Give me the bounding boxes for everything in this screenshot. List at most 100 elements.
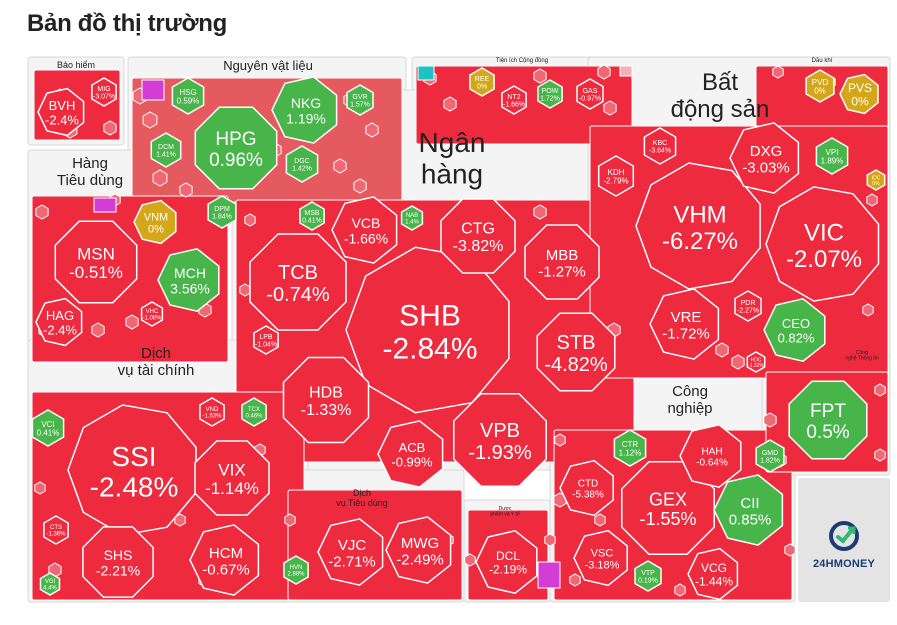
stock-change: 1.57%	[350, 102, 370, 109]
stock-change: -1.72%	[662, 325, 710, 342]
filler-bubble	[464, 553, 476, 567]
stock-ticker: VNM	[144, 211, 168, 223]
sector-label-consumer: Tiêu dùng	[57, 172, 123, 189]
stock-shape	[253, 325, 279, 355]
ceiling-tile	[537, 561, 561, 589]
stock-cell-vsc[interactable]: VSC-3.18%	[573, 529, 628, 587]
stock-ticker: PVS	[848, 81, 872, 95]
stock-shape	[285, 145, 319, 183]
stock-cell-vnd[interactable]: VND-1.53%	[199, 397, 225, 427]
stock-shape	[573, 529, 628, 587]
stock-cell-acb[interactable]: ACB-0.99%	[377, 420, 444, 488]
stock-cell-bvh[interactable]: BVH-2.4%	[37, 87, 85, 137]
stock-cell-dcl[interactable]: DCL-2.19%	[475, 529, 538, 595]
stock-shape	[91, 77, 117, 107]
stock-cell-vix[interactable]: VIX-1.14%	[194, 440, 270, 516]
stock-cell-vcb[interactable]: VCB-1.66%	[331, 196, 398, 264]
stock-cell-kbc[interactable]: KBC-3.64%	[643, 127, 677, 165]
stock-shape	[331, 196, 398, 264]
stock-cell-stb[interactable]: STB-4.82%	[536, 312, 616, 392]
stock-cell-tcb[interactable]: TCB-0.74%	[249, 233, 347, 331]
stock-change: -0.51%	[69, 263, 123, 282]
stock-change: -2.84%	[382, 333, 477, 366]
stock-cell-mbb[interactable]: MBB-1.27%	[524, 224, 600, 300]
stock-cell-hdb[interactable]: HDB-1.33%	[282, 356, 370, 444]
stock-cell-shs[interactable]: SHS-2.21%	[82, 526, 154, 598]
stock-cell-ssi[interactable]: SSI-2.48%	[67, 404, 197, 536]
stock-shape	[31, 409, 65, 447]
sector-label-consumer: Hàng	[72, 155, 108, 172]
stock-change: 1.72%	[540, 96, 560, 103]
stock-ticker: HSG	[179, 88, 196, 97]
stock-shape	[39, 572, 61, 596]
filler-bubble	[443, 96, 457, 112]
stock-ticker: GVR	[352, 94, 367, 101]
stock-cell-lpb[interactable]: LPB-1.04%	[253, 325, 279, 355]
stock-cell-hag[interactable]: HAG-2.4%	[35, 297, 83, 347]
stock-cell-hdc[interactable]: HDC-1.32%	[746, 351, 766, 373]
stock-cell-mwg[interactable]: MWG-2.49%	[385, 516, 452, 584]
stock-shape	[157, 247, 220, 313]
stock-change: 0.85%	[729, 511, 772, 528]
stock-cell-pdr[interactable]: PDR-2.27%	[734, 290, 762, 322]
stock-cell-dxg[interactable]: DXG-3.03%	[729, 122, 800, 194]
stock-cell-vic[interactable]: VIC-2.07%	[765, 186, 880, 302]
stock-cell-vpb[interactable]: VPB-1.93%	[453, 393, 547, 487]
stock-ticker: POW	[542, 88, 559, 95]
stock-cell-ctg[interactable]: CTG-3.82%	[440, 198, 516, 274]
sector-labels: Bảo hiểm Nguyên vật liệu Tiện ích Cộng đồn…	[57, 58, 879, 518]
stock-ticker: SHB	[399, 300, 461, 333]
stock-ticker: MBB	[546, 247, 579, 264]
stock-cell-ctd[interactable]: CTD-5.38%	[559, 459, 614, 517]
24hmoney-logo-icon	[829, 521, 859, 551]
stock-cell-hcm[interactable]: HCM-0.67%	[189, 524, 260, 596]
stock-shape	[133, 199, 177, 245]
stock-cell-gas[interactable]: GAS-0.97%	[576, 78, 604, 110]
stock-ticker: NAB	[406, 213, 418, 219]
stock-cell-vjc[interactable]: VJC-2.71%	[317, 518, 384, 586]
stock-cell-mig[interactable]: MIG-3.07%	[91, 77, 117, 107]
sector-label-realestate: Bất	[702, 69, 738, 96]
stock-change: -2.71%	[328, 553, 376, 570]
stock-ticker: MIG	[97, 86, 110, 93]
stock-cell-vre[interactable]: VRE-1.72%	[649, 288, 720, 360]
stock-cell-kdh[interactable]: KDH-2.79%	[597, 155, 635, 197]
stock-change: 1.41%	[156, 152, 176, 159]
stock-cell-nt2[interactable]: NT2-1.66%	[501, 85, 527, 115]
stock-cell-vhc[interactable]: VHC-1.08%	[140, 301, 164, 327]
sector-label-consumer_services: vụ Tiêu dùng	[336, 498, 388, 508]
stock-cell-cts[interactable]: CTS-1.36%	[43, 515, 69, 545]
stock-cell-hah[interactable]: HAH-0.64%	[679, 423, 742, 489]
stock-cell-msn[interactable]: MSN-0.51%	[54, 220, 138, 304]
stock-cell-vcg[interactable]: VCG-1.44%	[687, 547, 739, 601]
stock-cell-shb[interactable]: SHB-2.84%	[345, 246, 510, 414]
stock-cell-vhm[interactable]: VHM-6.27%	[635, 162, 761, 290]
